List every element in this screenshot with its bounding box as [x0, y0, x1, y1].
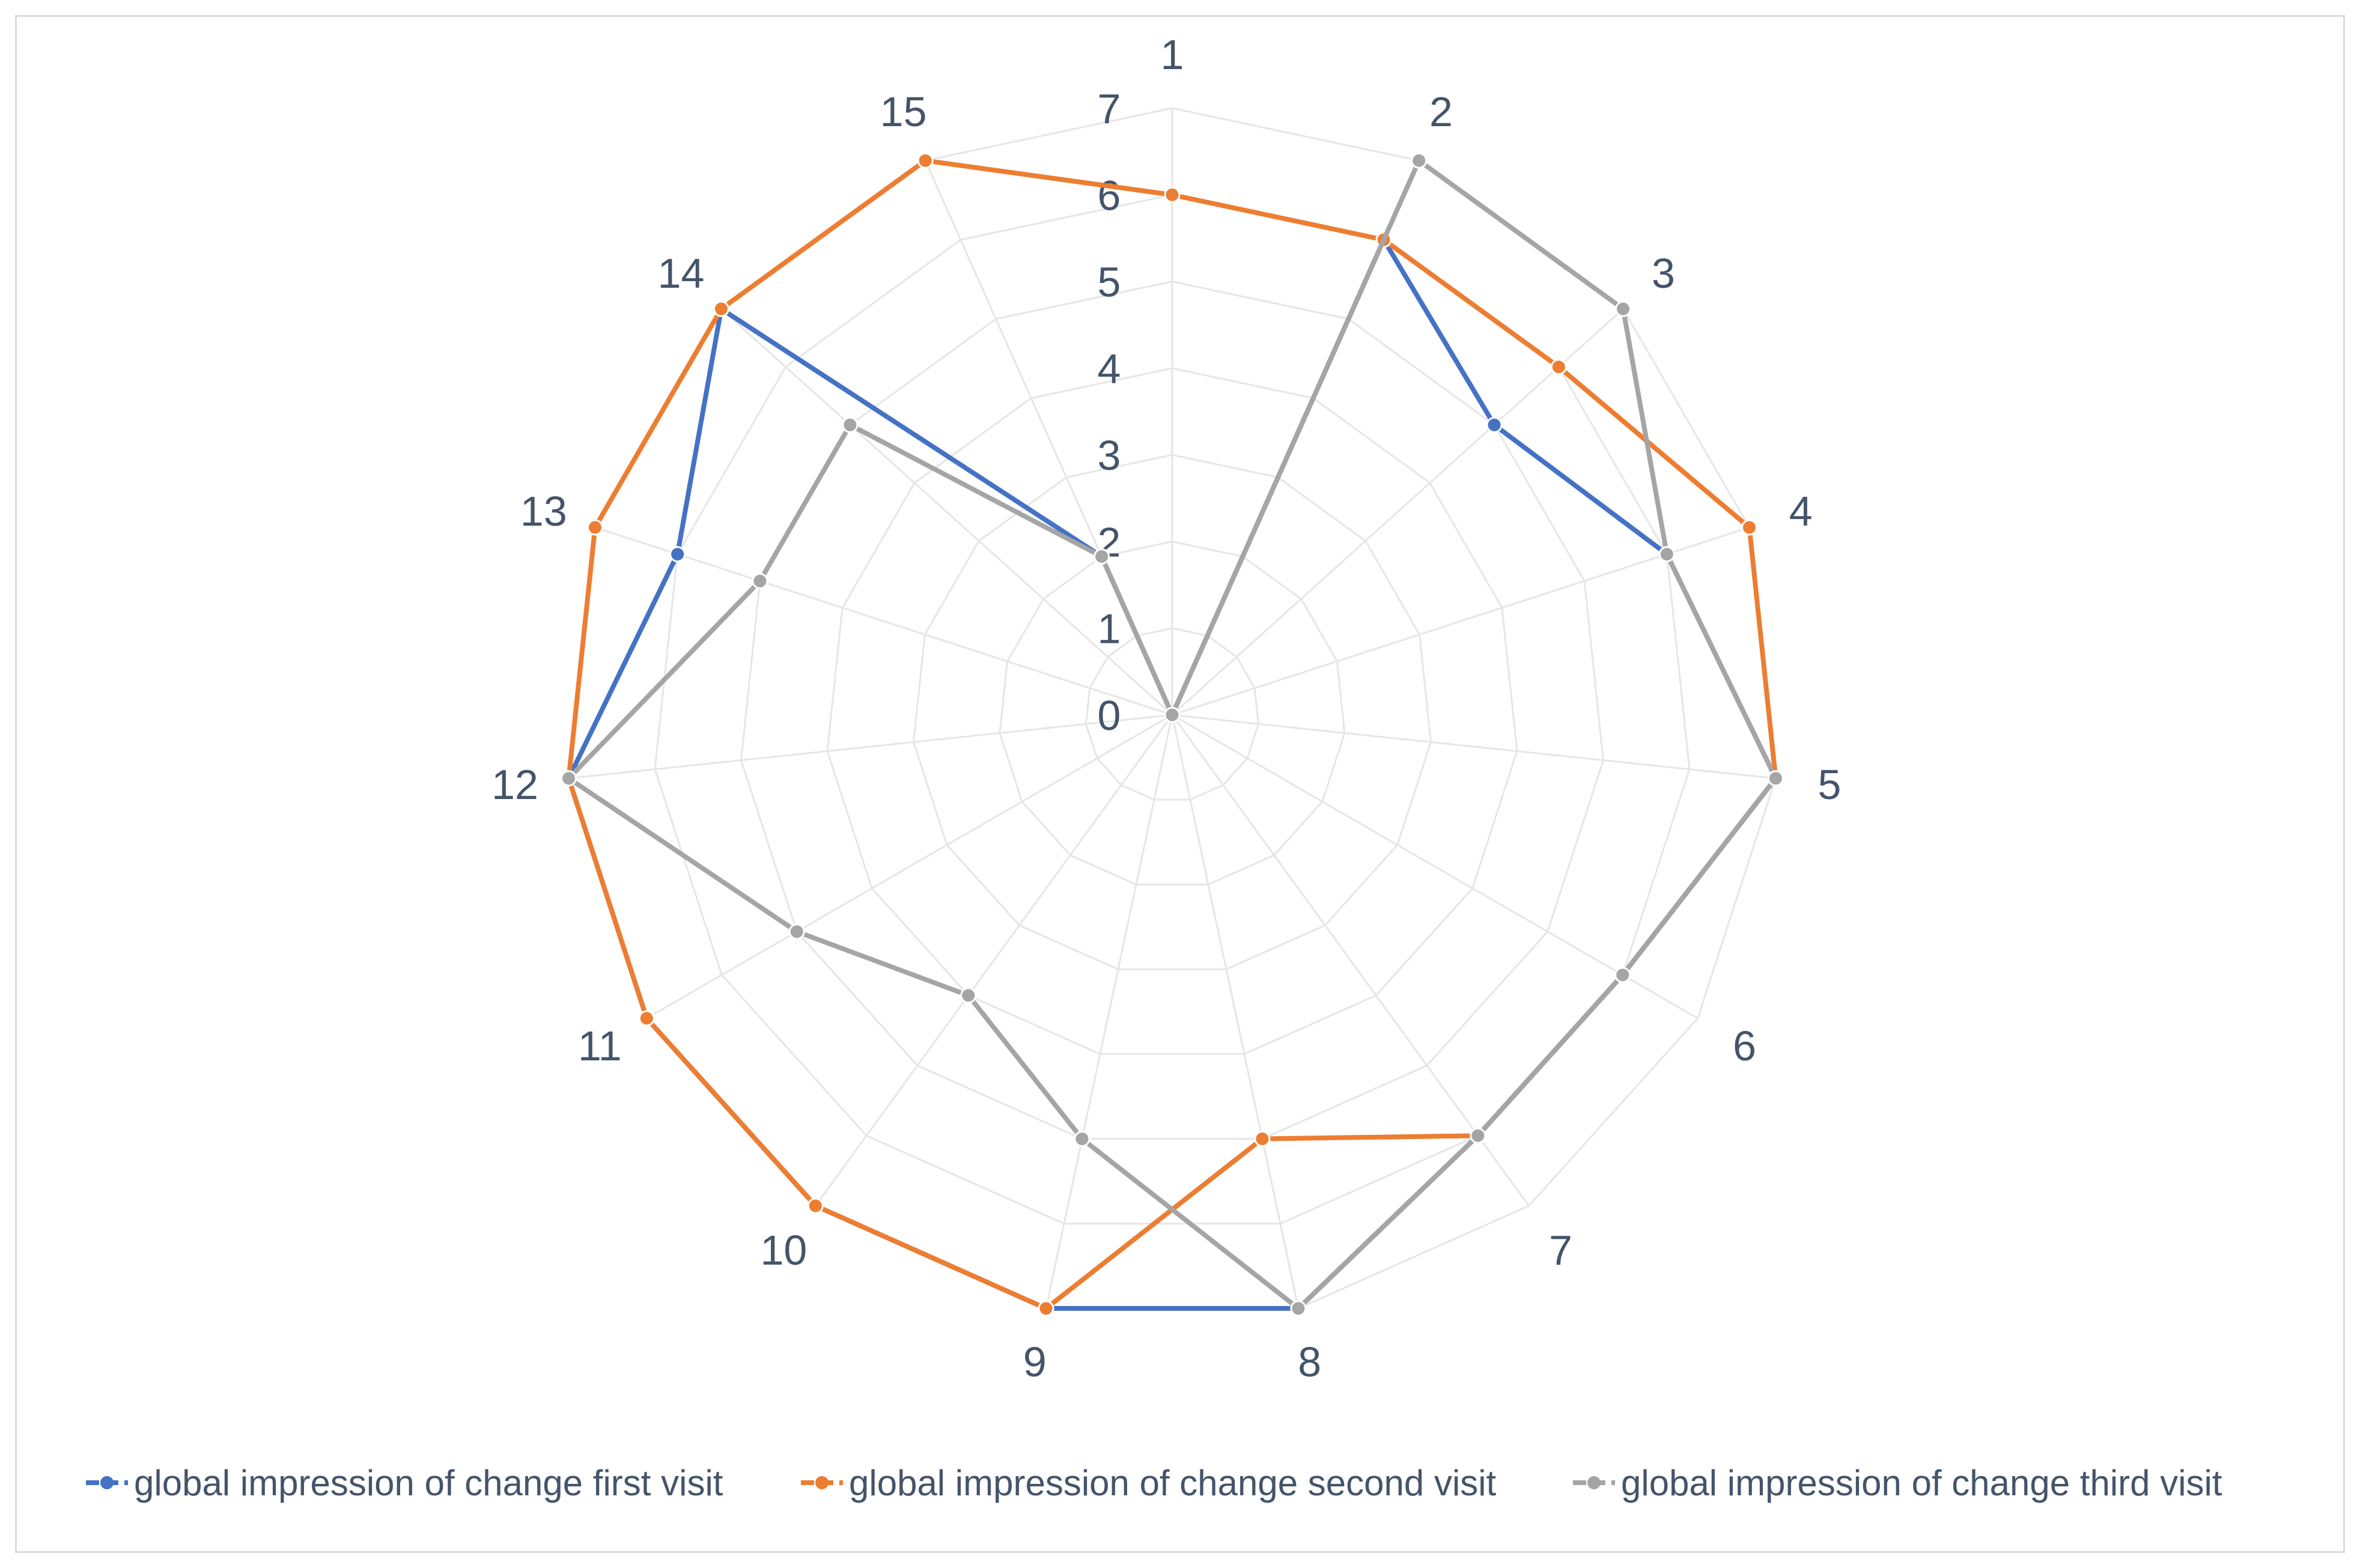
- series-layer: [561, 152, 1784, 1317]
- category-label: 6: [1733, 1023, 1756, 1069]
- legend-label: global impression of change first visit: [134, 1463, 723, 1503]
- data-point: [1550, 359, 1567, 375]
- data-point: [1741, 519, 1758, 536]
- series-2: [561, 152, 1784, 1317]
- legend-item-1: global impression of change first visit: [86, 1463, 723, 1503]
- category-label: 15: [880, 88, 927, 135]
- grid-spoke-14: [720, 308, 1173, 716]
- category-label: 4: [1789, 488, 1813, 535]
- data-point: [1486, 416, 1503, 433]
- data-point: [1411, 152, 1428, 169]
- data-point: [1038, 1300, 1054, 1317]
- data-point: [842, 416, 859, 433]
- grid-ring-1: [1084, 627, 1260, 801]
- tick-label: 6: [1098, 172, 1121, 219]
- data-point: [960, 987, 977, 1004]
- tick-label: 0: [1098, 692, 1121, 739]
- grid-ring-3: [912, 454, 1432, 970]
- category-label: 13: [520, 488, 567, 535]
- grid-spoke-3: [1171, 308, 1624, 716]
- series-line: [566, 158, 1778, 1311]
- data-point: [917, 152, 934, 169]
- data-point: [638, 1010, 655, 1027]
- data-point: [1658, 545, 1675, 562]
- grid-spoke-9: [1045, 714, 1173, 1309]
- grid-spoke-10: [815, 714, 1173, 1206]
- tick-label: 5: [1098, 259, 1121, 306]
- data-point: [713, 300, 729, 317]
- grid-spoke-12: [568, 714, 1173, 780]
- radar-grid: [568, 107, 1777, 1310]
- grid-ring-4: [826, 367, 1518, 1056]
- category-label: 7: [1549, 1227, 1572, 1274]
- legend-label: global impression of change second visit: [849, 1463, 1497, 1503]
- tick-label: 1: [1098, 606, 1121, 652]
- data-point: [1615, 300, 1632, 317]
- legend-item-2: global impression of change second visit: [801, 1463, 1497, 1503]
- series-line: [566, 158, 1778, 1311]
- grid-spoke-6: [1172, 714, 1699, 1020]
- legend-swatch-marker: [100, 1476, 114, 1489]
- legend-swatch-marker: [815, 1476, 829, 1489]
- legend-label: global impression of change third visit: [1621, 1463, 2222, 1503]
- tick-label: 7: [1098, 85, 1121, 132]
- data-point: [1614, 967, 1631, 983]
- category-label: 10: [760, 1227, 807, 1274]
- series-3: [561, 152, 1784, 1317]
- grid-spoke-5: [1172, 714, 1776, 780]
- grid-spoke-7: [1171, 714, 1530, 1206]
- data-point: [788, 923, 805, 940]
- grid-spoke-13: [594, 526, 1173, 716]
- data-point: [1164, 186, 1181, 203]
- grid-spoke-4: [1172, 526, 1750, 716]
- category-label: 2: [1429, 88, 1453, 135]
- legend: global impression of change first visit g…: [86, 1463, 2222, 1503]
- category-label: 3: [1652, 250, 1675, 297]
- data-point: [752, 573, 768, 589]
- category-label: 12: [491, 761, 538, 808]
- category-label: 11: [578, 1023, 622, 1069]
- grid-ring-2: [999, 540, 1346, 886]
- category-label: 1: [1161, 31, 1184, 78]
- data-point: [1767, 770, 1784, 787]
- data-point: [561, 770, 577, 787]
- category-label: 8: [1298, 1339, 1321, 1385]
- grid-ring-6: [654, 193, 1691, 1225]
- category-label: 9: [1023, 1339, 1047, 1385]
- data-point: [1470, 1127, 1486, 1144]
- data-point: [807, 1197, 824, 1214]
- data-point: [669, 545, 686, 562]
- data-point: [1074, 1131, 1090, 1147]
- category-label: 5: [1818, 761, 1841, 808]
- tick-label: 3: [1098, 432, 1121, 479]
- data-point: [1290, 1300, 1307, 1317]
- data-point: [1254, 1131, 1271, 1147]
- data-point: [1164, 707, 1181, 723]
- series-line: [566, 237, 1778, 1311]
- tick-label: 4: [1098, 345, 1121, 392]
- legend-item-3: global impression of change third visit: [1573, 1463, 2222, 1503]
- grid-spoke-11: [646, 714, 1173, 1020]
- category-label: 14: [658, 250, 705, 297]
- legend-swatch-marker: [1587, 1476, 1601, 1489]
- grid-spoke-8: [1171, 714, 1300, 1309]
- data-point: [586, 519, 603, 536]
- data-point: [1093, 548, 1110, 565]
